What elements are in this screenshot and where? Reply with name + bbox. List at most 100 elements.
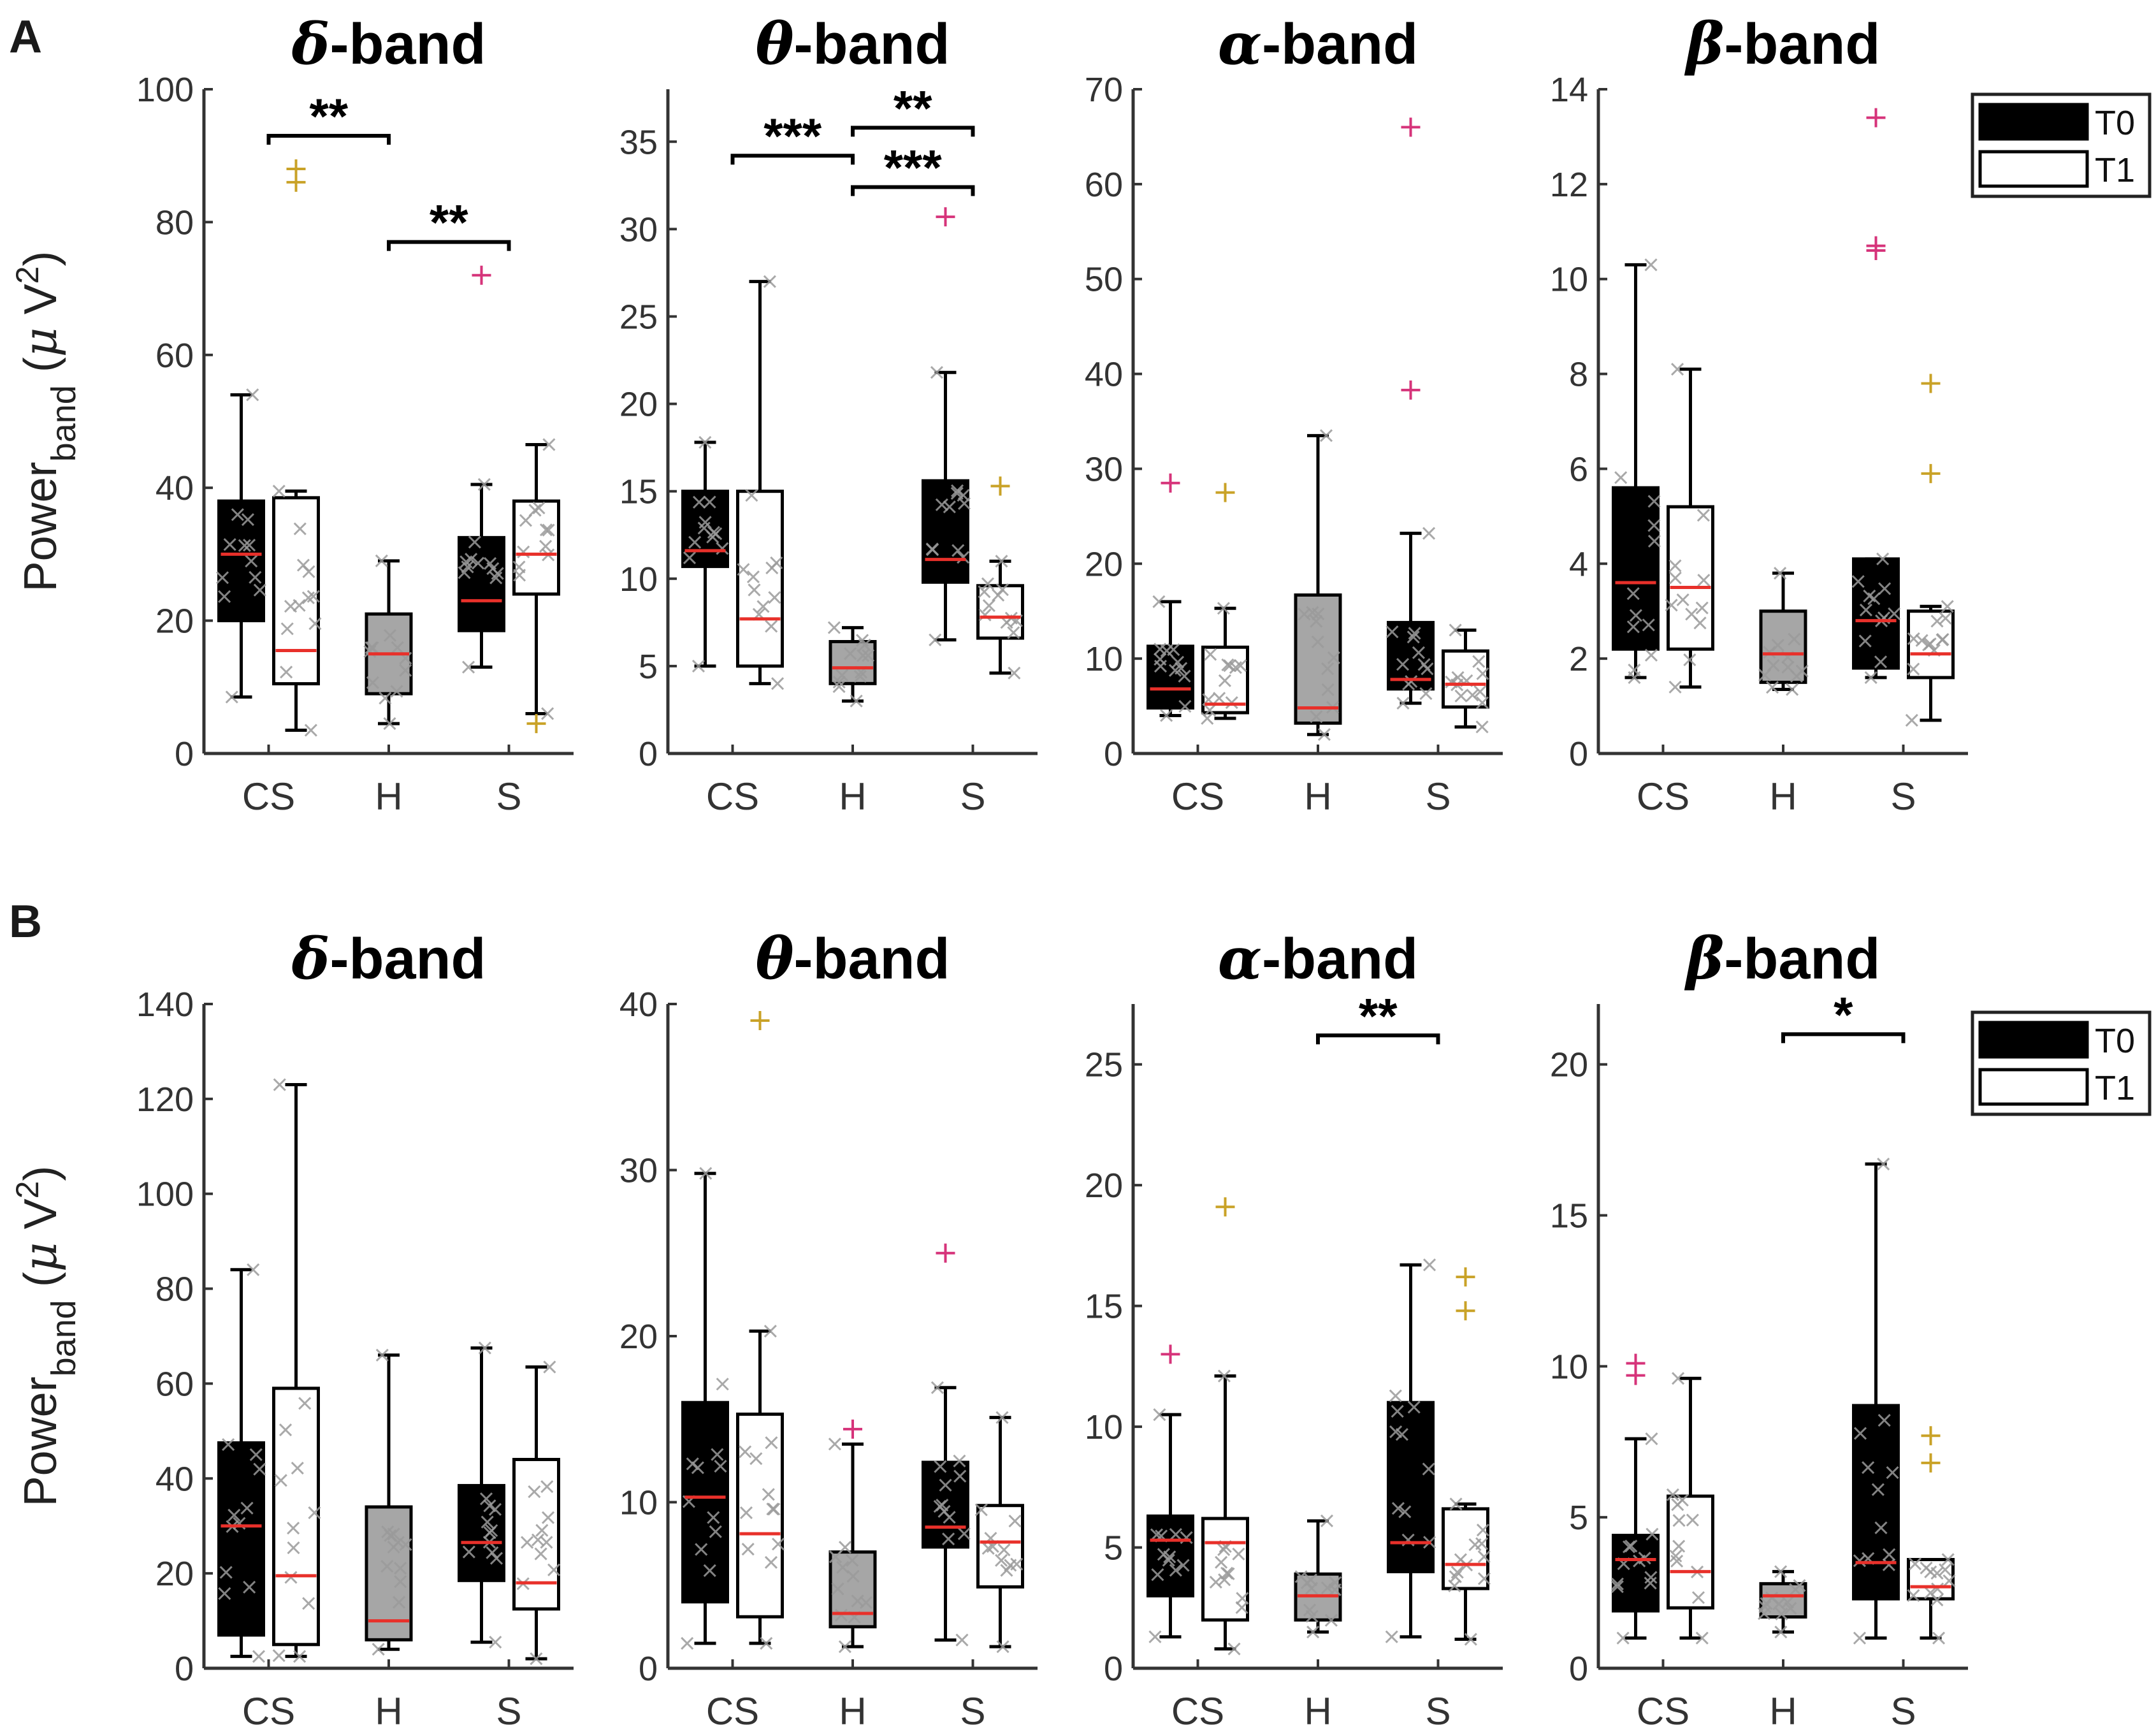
data-point (489, 571, 503, 585)
data-point (1644, 648, 1658, 662)
outlier-marker (1215, 1197, 1235, 1217)
data-point (1209, 1575, 1222, 1589)
data-point (1320, 1581, 1335, 1594)
data-point (1306, 606, 1319, 619)
data-point (1217, 602, 1231, 615)
data-point (1864, 671, 1877, 684)
data-point (836, 1561, 850, 1574)
significance-stars: * (1834, 986, 1853, 1042)
outlier-marker (1866, 236, 1886, 256)
x-tick-label: S (960, 775, 985, 818)
data-point (1610, 1580, 1624, 1594)
box-body (365, 1505, 413, 1641)
box-S-T1 (1442, 1267, 1491, 1646)
data-point (489, 1552, 503, 1565)
box-S-T0 (458, 265, 505, 674)
data-point (253, 1462, 266, 1476)
data-point (542, 438, 556, 451)
y-tick-label: 0 (1569, 735, 1588, 773)
data-point (1476, 1524, 1489, 1537)
data-point (741, 1543, 755, 1556)
y-tick-label: 30 (619, 1152, 658, 1190)
data-point (274, 1474, 287, 1487)
data-point (1697, 574, 1711, 587)
chart-B-2: θ-band 0 10 20 30 40 CS H S (619, 925, 1038, 1732)
data-point (1169, 1528, 1182, 1541)
data-point (247, 1263, 260, 1276)
data-point (739, 1506, 753, 1520)
outlier-marker (1921, 1426, 1941, 1446)
data-point (1695, 1631, 1709, 1645)
data-point (1908, 1557, 1922, 1571)
data-point (1939, 611, 1952, 625)
data-point (951, 484, 964, 497)
box-S-T0 (922, 207, 971, 646)
box-body (272, 496, 320, 686)
data-point (1883, 1548, 1896, 1561)
data-point (764, 1555, 778, 1569)
box-body (736, 1412, 784, 1619)
data-point (1668, 571, 1682, 585)
y-tick-label: 20 (156, 602, 194, 641)
data-point (486, 1546, 499, 1559)
data-point (477, 477, 491, 491)
data-point (846, 1569, 860, 1583)
data-point (1321, 683, 1335, 696)
data-point (1686, 1513, 1699, 1527)
y-tick-label: 10 (619, 1484, 658, 1522)
y-tick-label: 80 (156, 203, 194, 242)
data-point (287, 1541, 300, 1555)
data-point (217, 590, 231, 603)
box-CS-T1 (736, 275, 785, 690)
data-point (981, 1541, 995, 1555)
data-point (1774, 1565, 1788, 1578)
data-point (1405, 675, 1418, 688)
legend-swatch-T0 (1978, 103, 2089, 141)
y-tick-label: 35 (619, 123, 658, 161)
y-tick-label: 20 (1550, 1046, 1588, 1084)
data-point (1449, 1570, 1462, 1583)
data-point (1162, 1554, 1175, 1567)
data-point (391, 641, 404, 654)
y-tick-label: 20 (1085, 1167, 1123, 1205)
data-point (1153, 1408, 1166, 1422)
data-point (1876, 552, 1890, 565)
data-point (762, 1488, 775, 1501)
box-H-H (1758, 567, 1809, 696)
chart-title: δ-band (291, 10, 486, 78)
data-point (1905, 713, 1918, 727)
data-point (1628, 664, 1641, 677)
data-point (760, 1636, 773, 1650)
y-tick-label: 20 (1085, 545, 1123, 583)
data-point (1771, 639, 1784, 652)
data-point (763, 275, 776, 288)
data-point (1877, 1157, 1890, 1171)
data-point (530, 1652, 543, 1666)
data-point (707, 1511, 720, 1524)
y-tick-label: 6 (1569, 450, 1588, 488)
data-point (1670, 363, 1684, 376)
data-point (1008, 1515, 1022, 1528)
data-point (935, 498, 948, 511)
data-point (1624, 1539, 1638, 1553)
outlier-marker (1866, 108, 1886, 127)
chart-A-4: β-band 0 2 4 6 8 10 12 14 CS H S (1550, 10, 1968, 818)
data-point (253, 583, 266, 597)
data-point (1672, 1514, 1686, 1527)
y-axis-label: Powerband (μ V2) (10, 1166, 83, 1507)
data-point (1385, 625, 1399, 639)
data-point (481, 1515, 494, 1529)
data-point (231, 508, 244, 521)
legend-swatch-T0 (1978, 1021, 2089, 1059)
data-point (1010, 1557, 1024, 1571)
data-point (1148, 1630, 1162, 1643)
data-point (1422, 1258, 1436, 1272)
data-point (1168, 664, 1182, 677)
data-point (372, 1643, 385, 1656)
y-axis-label: Powerband (μ V2) (10, 251, 83, 592)
data-point (273, 1078, 286, 1091)
data-point (1160, 644, 1173, 657)
data-point (543, 1360, 556, 1374)
x-tick-label: H (375, 1690, 402, 1732)
